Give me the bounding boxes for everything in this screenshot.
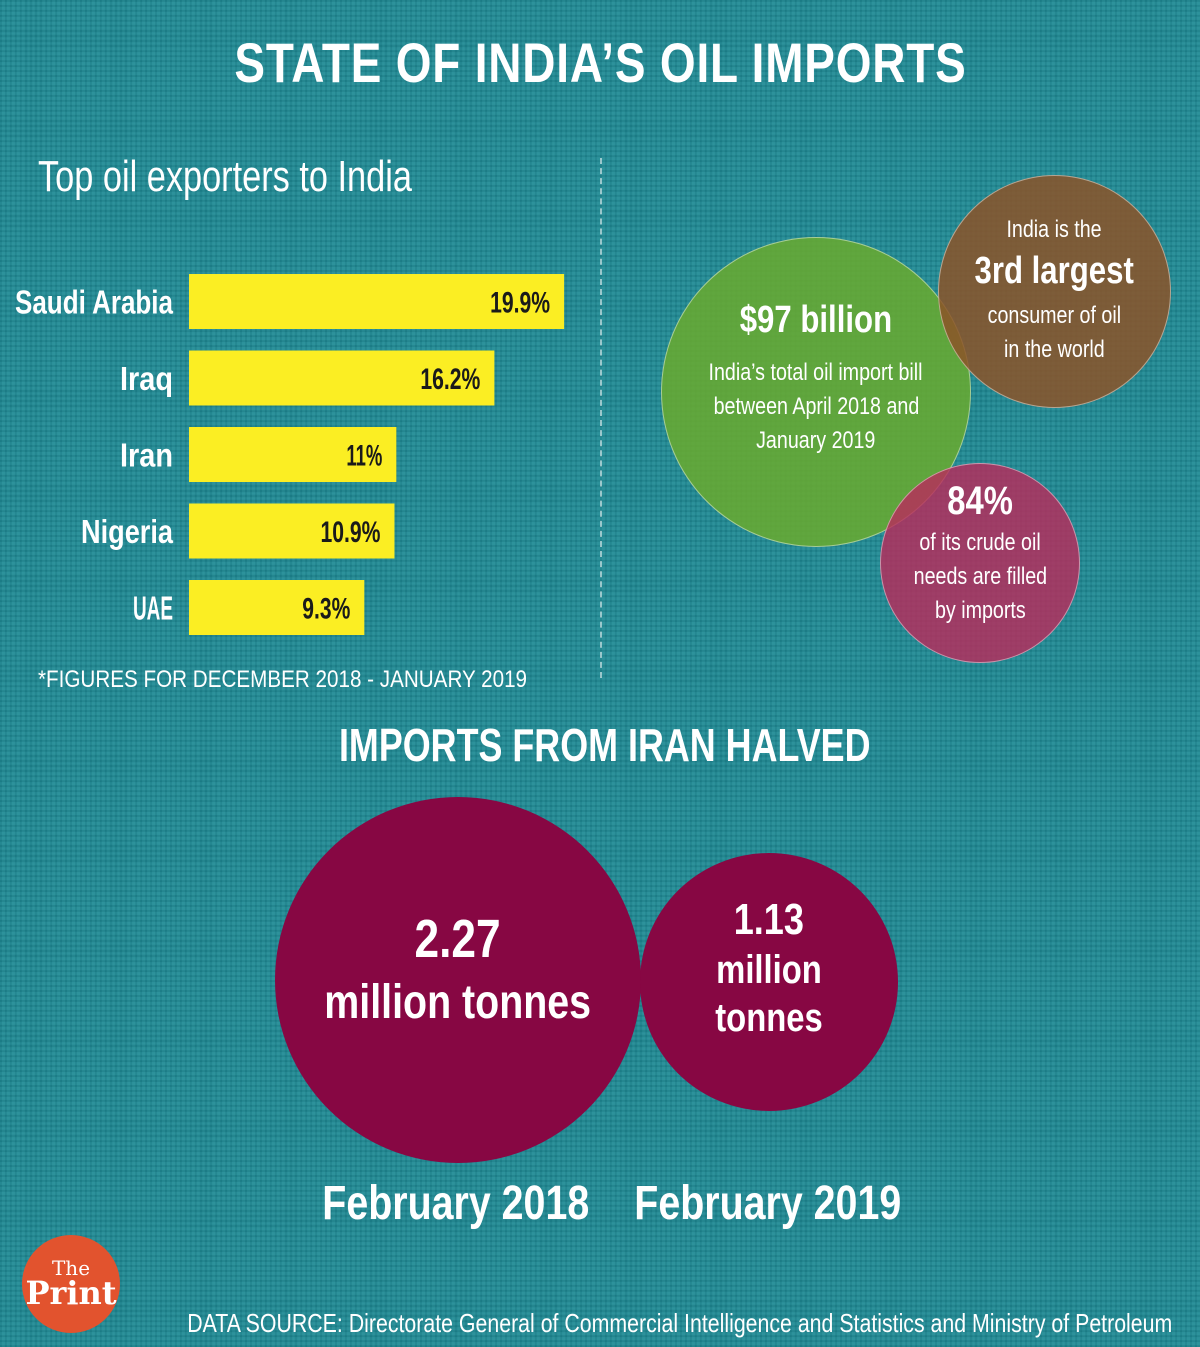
page-title: STATE OF INDIA’S OIL IMPORTS <box>233 31 967 94</box>
category-label-uae: UAE <box>133 590 173 627</box>
import-share-text-1: of its crude oil <box>919 528 1041 556</box>
bar-nigeria <box>189 503 395 559</box>
category-label-nigeria: Nigeria <box>81 513 174 550</box>
import-share-text-3: by imports <box>934 596 1026 624</box>
import-share-text-2: needs are filled <box>913 562 1047 590</box>
consumer-text-2: in the world <box>1004 336 1105 363</box>
theprint-logo: The Print <box>22 1235 120 1333</box>
bar-chart-title: Top oil exporters to India <box>38 152 412 201</box>
import-bill-text-1: India’s total oil import bill <box>708 358 924 386</box>
iran-section-title: IMPORTS FROM IRAN HALVED <box>339 719 871 771</box>
iran-label-feb-2019: February 2019 <box>634 1177 902 1230</box>
iran-bubble-feb-2019: 1.13 million tonnes <box>640 853 898 1111</box>
import-bill-value: $97 billion <box>739 298 893 341</box>
bar-iran <box>189 427 397 482</box>
value-label-iran: 11% <box>346 440 382 473</box>
category-label-iraq: Iraq <box>120 360 173 397</box>
iran-unit-feb-2018: million tonnes <box>324 976 592 1029</box>
import-bill-text-3: January 2019 <box>756 426 876 454</box>
bar-saudi-arabia <box>189 274 565 329</box>
import-share-value: 84% <box>947 478 1013 523</box>
value-label-saudi-arabia: 19.9% <box>490 287 550 320</box>
consumer-text-1: consumer of oil <box>987 302 1122 329</box>
section-divider <box>600 158 602 678</box>
consumer-intro-text: India is the <box>1006 216 1103 243</box>
import-share-bubble: 84% of its crude oil needs are filled by… <box>880 463 1080 663</box>
iran-value-feb-2019: 1.13 <box>733 895 805 944</box>
category-label-iran: Iran <box>120 437 173 474</box>
data-source-note: DATA SOURCE: Directorate General of Comm… <box>186 1308 1172 1338</box>
import-bill-text-2: between April 2018 and <box>713 392 919 420</box>
consumer-rank-value: 3rd largest <box>974 250 1135 292</box>
value-label-nigeria: 10.9% <box>320 516 380 549</box>
iran-bubble-feb-2018: 2.27 million tonnes <box>275 797 641 1163</box>
bar-chart-footnote: *FIGURES FOR DECEMBER 2018 - JANUARY 201… <box>38 666 528 693</box>
iran-label-feb-2018: February 2018 <box>322 1177 590 1230</box>
category-label-saudi-arabia: Saudi Arabia <box>15 284 174 321</box>
iran-value-feb-2018: 2.27 <box>414 909 502 969</box>
exporters-bar-chart: Saudi Arabia 19.9% Iraq 16.2% Iran 11% Nigeria… <box>15 274 565 635</box>
value-label-uae: 9.3% <box>302 593 350 626</box>
bar-uae <box>189 580 365 635</box>
iran-unit-feb-2019: million tonnes <box>715 948 823 1040</box>
bar-iraq <box>189 350 495 406</box>
value-label-iraq: 16.2% <box>420 363 480 396</box>
consumer-rank-bubble: India is the 3rd largest consumer of oil… <box>938 175 1171 408</box>
